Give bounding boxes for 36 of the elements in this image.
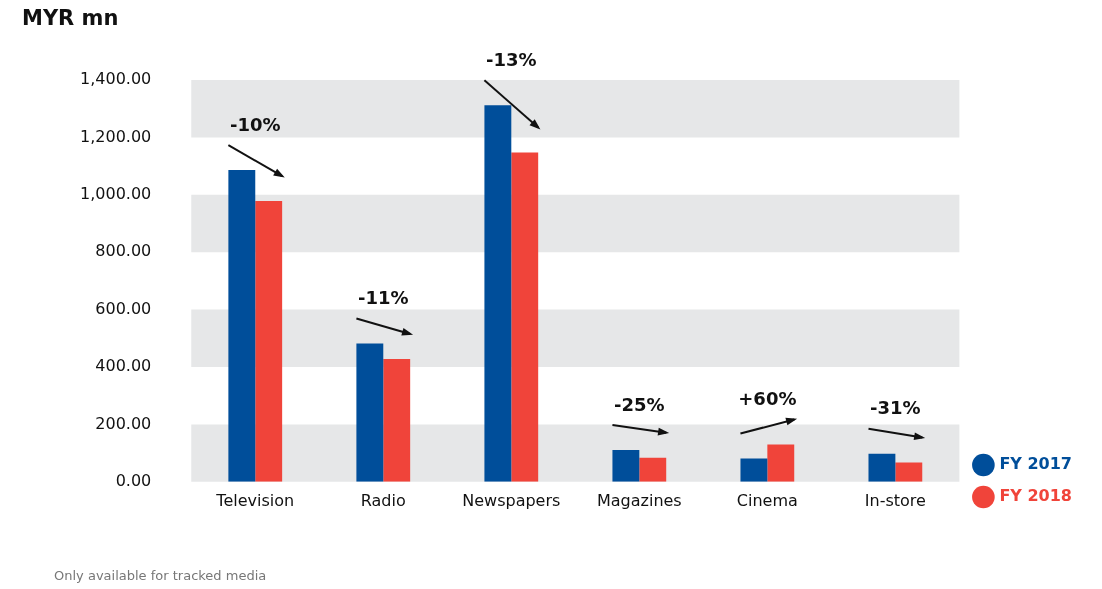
y-axis-title: MYR mn [22, 6, 119, 30]
x-tick-label: Newspapers [462, 490, 561, 510]
legend-label: FY 2018 [999, 486, 1073, 506]
annotation: -25% [614, 393, 665, 415]
bar [356, 343, 384, 482]
y-tick-label: 400.00 [95, 356, 152, 376]
text: -13% [486, 48, 537, 70]
bar [767, 444, 795, 482]
bar [740, 458, 768, 482]
bar [255, 201, 283, 482]
annotation: -10% [229, 113, 281, 135]
y-tick-label: 1,200.00 [80, 126, 152, 146]
bar [484, 105, 512, 482]
bar [228, 170, 256, 482]
x-tick-label: In-store [864, 490, 926, 510]
y-tick-label: 1,400.00 [80, 69, 152, 89]
bar [511, 152, 539, 482]
legend-label: FY 2017 [999, 454, 1073, 474]
text: Only available for tracked media [54, 568, 267, 583]
x-tick-label: Radio [360, 490, 406, 510]
bar [895, 462, 923, 482]
y-tick-label: 800.00 [95, 241, 152, 261]
x-tick-label: Cinema [736, 490, 798, 510]
bar [612, 449, 640, 482]
bar [868, 453, 896, 482]
annotation: -31% [870, 397, 921, 419]
y-tick-label: 1,000.00 [80, 183, 152, 203]
bar [639, 457, 667, 482]
y-tick-label: 600.00 [95, 298, 152, 318]
x-tick-label: Television [215, 490, 295, 510]
x-tick-label: Magazines [596, 490, 682, 510]
bar [383, 358, 411, 482]
y-tick-label: 0.00 [115, 470, 152, 490]
annotation: -11% [358, 287, 409, 309]
y-tick-label: 200.00 [95, 413, 152, 433]
annotation: +60% [738, 388, 797, 410]
